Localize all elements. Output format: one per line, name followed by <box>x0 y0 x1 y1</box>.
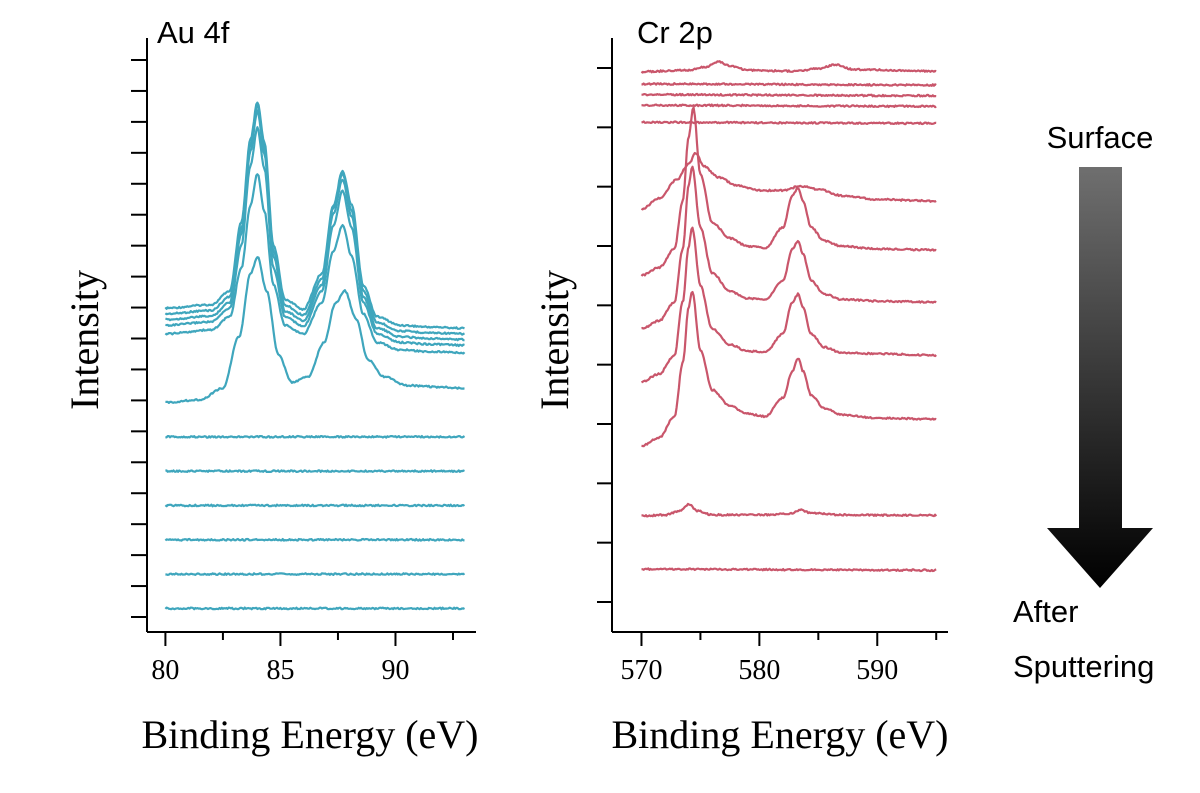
cr2p-spectrum-line <box>641 92 937 98</box>
cr2p-spectrum-line <box>641 103 937 109</box>
au4f-tick-group: 80 85 90 <box>131 59 454 686</box>
au4f-spectrum-line <box>164 101 465 330</box>
cr2p-spectrum-line <box>641 502 938 518</box>
au4f-spectrum-line <box>164 606 466 611</box>
au4f-spectrum-line <box>164 503 465 508</box>
au4f-x-axis-label: Binding Energy (eV) <box>142 712 479 757</box>
au4f-series-group <box>164 101 466 611</box>
cr2p-title: Cr 2p <box>637 15 713 50</box>
au4f-spectrum-line <box>165 256 465 404</box>
arrow-bottom-label-line1: After <box>1013 594 1078 629</box>
au4f-panel: Au 4f Intensity Binding Energy (eV) 80 85… <box>62 15 478 757</box>
au4f-spectrum-line <box>164 103 465 336</box>
au4f-spectrum-line <box>165 572 466 577</box>
arrow-bottom-label-line2: Sputtering <box>1013 649 1154 684</box>
au4f-x-tick-label: 80 <box>151 655 179 686</box>
cr2p-spectrum-line <box>640 226 937 384</box>
cr2p-panel: Cr 2p Intensity Binding Energy (eV) 570 5… <box>532 15 948 757</box>
cr2p-tick-group: 570 580 590 <box>597 67 938 686</box>
au4f-y-axis-label: Intensity <box>62 270 107 410</box>
au4f-title: Au 4f <box>157 15 230 50</box>
au4f-spectrum-line <box>165 434 466 439</box>
cr2p-spectrum-line <box>640 151 937 211</box>
cr2p-y-axis-label: Intensity <box>532 270 577 410</box>
au4f-x-tick-label: 90 <box>381 655 409 686</box>
cr2p-spectrum-line <box>641 165 937 330</box>
cr2p-spectrum-line <box>641 82 937 87</box>
cr2p-spectrum-line <box>641 120 937 126</box>
sputtering-direction-arrow: Surface After Sputtering <box>1013 120 1154 684</box>
au4f-spectrum-line <box>164 537 465 542</box>
cr2p-x-axis-label: Binding Energy (eV) <box>612 712 949 757</box>
au4f-x-tick-label: 85 <box>266 655 294 686</box>
arrow-top-label: Surface <box>1047 120 1154 155</box>
cr2p-spectrum-line <box>641 290 937 448</box>
au4f-spectrum-line <box>165 109 465 342</box>
cr2p-x-tick-label: 590 <box>856 655 898 686</box>
down-arrow-icon <box>1047 167 1153 588</box>
au4f-spectrum-line <box>164 173 466 355</box>
cr2p-spectrum-line <box>640 60 937 74</box>
cr2p-spectrum-line <box>640 106 937 277</box>
au4f-spectrum-line <box>165 126 465 348</box>
au4f-spectrum-line <box>165 469 465 473</box>
cr2p-x-tick-label: 570 <box>620 655 662 686</box>
cr2p-series-group <box>640 60 938 573</box>
cr2p-x-tick-label: 580 <box>738 655 780 686</box>
cr2p-spectrum-line <box>641 567 937 573</box>
